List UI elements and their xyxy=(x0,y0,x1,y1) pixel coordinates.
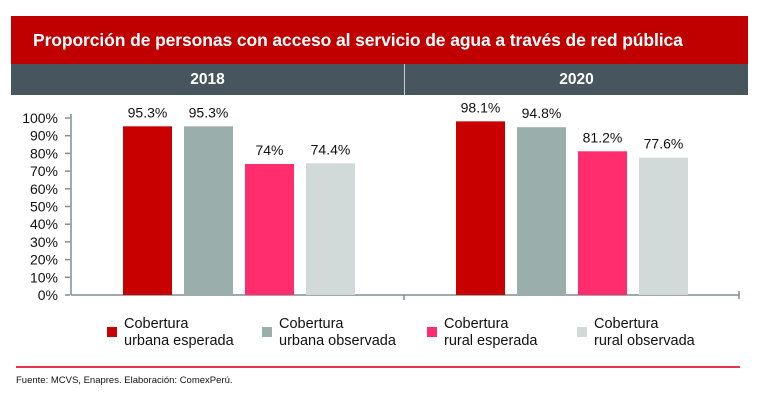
bar xyxy=(456,121,505,295)
legend-label: Cobertura urbana esperada xyxy=(124,316,234,349)
legend-label: Cobertura rural observada xyxy=(594,316,695,349)
legend-swatch xyxy=(107,327,117,337)
y-tick-label: 50% xyxy=(30,199,58,215)
y-tick-label: 30% xyxy=(30,234,58,250)
bar xyxy=(245,164,294,295)
bar xyxy=(184,126,233,295)
data-label: 77.6% xyxy=(644,136,684,152)
data-label: 95.3% xyxy=(189,104,229,120)
legend-label: Cobertura urbana observada xyxy=(279,316,396,349)
data-label: 81.2% xyxy=(583,129,623,145)
data-label: 94.8% xyxy=(522,105,562,121)
legend-swatch xyxy=(427,327,437,337)
year-header-bar: 2018 2020 xyxy=(11,64,748,95)
bar xyxy=(639,157,688,295)
bar xyxy=(123,126,172,295)
y-tick-label: 0% xyxy=(38,287,58,303)
legend-swatch xyxy=(577,327,587,337)
y-tick-label: 80% xyxy=(30,145,58,161)
y-tick-label: 90% xyxy=(30,128,58,144)
legend-label: Cobertura rural esperada xyxy=(444,316,538,349)
chart-title: Proporción de personas con acceso al ser… xyxy=(11,16,748,64)
data-label: 74% xyxy=(255,142,283,158)
y-tick-label: 10% xyxy=(30,269,58,285)
year-label-2018: 2018 xyxy=(190,71,225,88)
data-label: 95.3% xyxy=(128,104,168,120)
bar xyxy=(517,127,566,295)
y-tick-label: 20% xyxy=(30,252,58,268)
data-label: 74.4% xyxy=(311,141,351,157)
bar xyxy=(578,151,627,295)
data-label: 98.1% xyxy=(461,99,501,115)
year-label-2020: 2020 xyxy=(559,71,594,88)
y-tick-label: 70% xyxy=(30,163,58,179)
year-divider xyxy=(404,64,405,95)
y-tick-label: 60% xyxy=(30,181,58,197)
source-note: Fuente: MCVS, Enapres. Elaboración: Come… xyxy=(16,375,233,386)
bar xyxy=(306,163,355,295)
y-tick-label: 100% xyxy=(22,110,58,126)
bar-chart: 0% 10%20% 30% 40%50% 60% 70% 80%90% 100% 95.3% 98… xyxy=(22,99,740,303)
legend-swatch xyxy=(262,327,272,337)
y-tick-label: 40% xyxy=(30,216,58,232)
footer-rule xyxy=(16,366,740,368)
